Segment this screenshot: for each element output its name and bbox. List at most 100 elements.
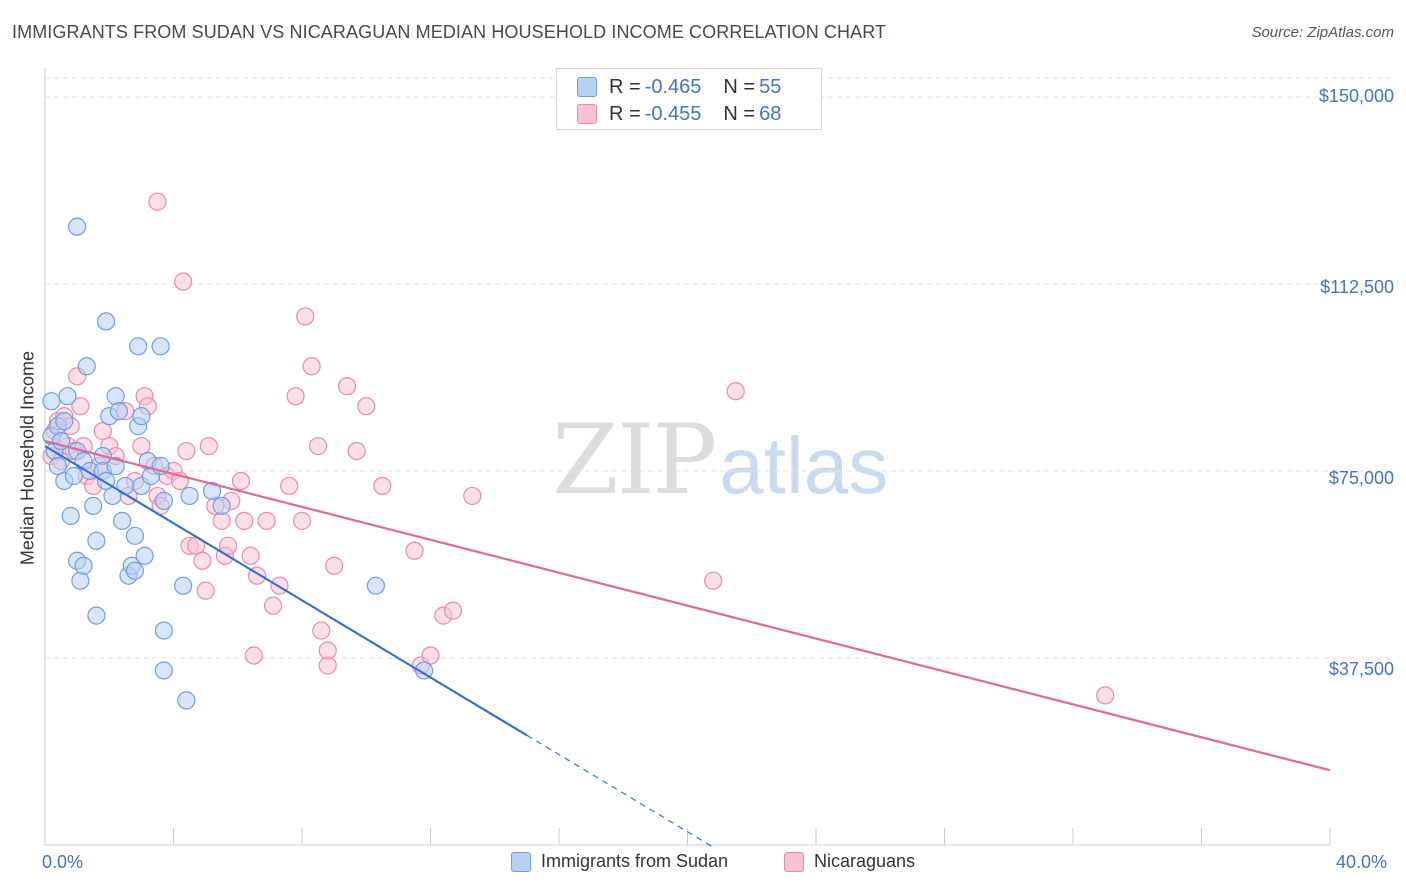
y-tick-label-150000: $150,000: [1318, 86, 1394, 106]
sudan-point-7: [55, 412, 74, 431]
bottom-sudan-label: Immigrants from Sudan: [541, 851, 729, 871]
sudan-point-13: [71, 571, 90, 590]
nic-point-45: [263, 596, 283, 615]
nic-point-68: [704, 571, 723, 590]
nic-r-value: -0.455: [644, 102, 702, 125]
x-tick-label-max: 40.0%: [1336, 852, 1388, 872]
nic-point-38: [219, 536, 238, 555]
nic-n-value: 68: [759, 102, 782, 125]
nic-point-64: [463, 486, 482, 506]
nic-point-65: [148, 192, 167, 211]
sudan-point-50: [180, 486, 199, 506]
sudan-point-27: [106, 456, 125, 476]
sudan-point-30: [112, 511, 132, 530]
nic-swatch: [577, 104, 597, 124]
nic-point-56: [337, 377, 357, 396]
sudan-point-16: [77, 357, 96, 376]
nic-point-53: [312, 621, 331, 640]
sudan-swatch: [577, 77, 597, 97]
nic-point-51: [302, 357, 321, 376]
bottom-nic-swatch: [784, 851, 804, 872]
nic-point-41: [235, 511, 254, 530]
sudan-point-44: [151, 337, 170, 356]
nic-point-50: [296, 307, 315, 326]
sudan-point-40: [135, 546, 154, 565]
watermark: ZIPatlas: [552, 404, 888, 516]
nic-point-70: [244, 646, 263, 665]
nic-point-44: [257, 511, 276, 530]
sudan-point-47: [154, 661, 173, 680]
nic-point-32: [193, 551, 212, 570]
sudan-trendline: [44, 445, 528, 737]
y-tick-label-75000: $75,000: [1328, 468, 1394, 488]
sudan-point-8: [58, 387, 77, 406]
sudan-point-18: [84, 496, 103, 516]
y-axis-label: Median Household Income: [17, 350, 38, 566]
sudan-point-35: [125, 526, 145, 545]
sudan-point-34: [125, 561, 145, 580]
sudan-point-14: [74, 556, 93, 575]
nic-point-58: [373, 476, 392, 496]
nic-point-55: [318, 641, 337, 660]
sudan-point-52: [212, 496, 231, 516]
bottom-nic-label: Nicaraguans: [814, 851, 916, 871]
sudan-point-10: [64, 466, 84, 486]
nic-point-47: [280, 476, 299, 496]
sudan-n-value: 55: [759, 75, 782, 98]
nic-point-71: [325, 556, 344, 575]
bottom-legend-nic: Nicaraguans: [784, 851, 915, 872]
sudan-r-label: R =: [609, 75, 641, 98]
nic-r-label: R =: [609, 102, 641, 125]
nic-point-48: [286, 387, 305, 406]
nic-point-40: [231, 471, 251, 491]
watermark-atlas: atlas: [719, 421, 889, 510]
sudan-point-0: [42, 392, 61, 411]
y-tick-label-37500: $37,500: [1328, 659, 1394, 679]
x-tick-label-min: 0.0%: [42, 852, 84, 872]
sudan-point-9: [61, 506, 80, 525]
legend-row-nic: R = -0.455 N = 68: [577, 101, 785, 127]
bottom-sudan-swatch: [511, 851, 531, 872]
sudan-point-51: [202, 481, 222, 501]
sudan-point-38: [132, 407, 151, 426]
sudan-point-36: [129, 337, 148, 356]
sudan-point-3: [48, 456, 67, 476]
nic-point-67: [726, 382, 745, 401]
sudan-point-29: [109, 402, 128, 421]
sudan-point-55: [68, 217, 87, 236]
nic-point-69: [1096, 686, 1115, 705]
nic-point-52: [308, 436, 328, 456]
sudan-point-28: [106, 387, 125, 406]
nic-point-9: [71, 397, 90, 416]
nic-point-49: [292, 511, 312, 530]
nic-point-42: [241, 546, 260, 565]
nic-point-33: [196, 581, 215, 600]
nic-point-59: [405, 541, 424, 560]
sudan-r-value: -0.465: [644, 75, 702, 98]
sudan-point-46: [154, 621, 173, 640]
bottom-legend-sudan: Immigrants from Sudan: [511, 851, 728, 872]
chart-title: IMMIGRANTS FROM SUDAN VS NICARAGUAN MEDI…: [12, 22, 887, 42]
watermark-zip: ZIP: [552, 404, 717, 516]
nic-point-66: [174, 272, 193, 291]
nic-point-14: [93, 422, 112, 441]
sudan-point-53: [366, 576, 385, 595]
sudan-point-45: [154, 491, 173, 511]
nic-n-label: N =: [723, 102, 756, 125]
sudan-point-49: [177, 691, 196, 710]
sudan-trendline-extension: [526, 734, 714, 848]
nic-point-61: [421, 646, 440, 665]
nic-point-57: [347, 441, 366, 461]
nic-point-29: [177, 441, 196, 461]
sudan-point-20: [87, 606, 106, 625]
nic-point-20: [132, 436, 151, 456]
sudan-point-19: [87, 531, 106, 550]
nic-trendline: [44, 440, 1331, 772]
sudan-point-48: [174, 576, 193, 595]
legend-row-sudan: R = -0.465 N = 55: [577, 74, 785, 100]
nic-point-63: [443, 601, 463, 620]
y-tick-label-112500: $112,500: [1320, 277, 1394, 297]
sudan-n-label: N =: [723, 75, 756, 98]
source-label: Source: ZipAtlas.com: [1251, 24, 1394, 41]
